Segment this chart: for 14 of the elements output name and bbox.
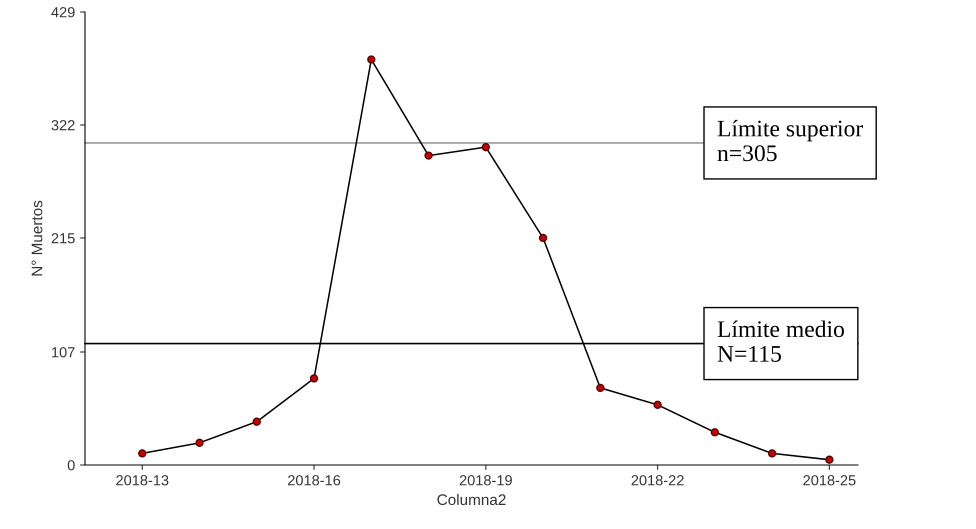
x-tick-label: 2018-22 <box>632 475 684 486</box>
y-axis-title: N° Muertos <box>32 200 42 276</box>
y-tick-label: 0 <box>68 460 75 470</box>
x-tick-label: 2018-19 <box>460 475 512 486</box>
x-tick-label: 2018-25 <box>803 475 856 486</box>
y-tick-label: 215 <box>52 233 75 244</box>
ref-line-label: Límite superior n=305 <box>718 120 864 162</box>
x-axis-title: Columna2 <box>437 494 506 506</box>
x-tick-label: 2018-13 <box>116 475 168 486</box>
y-tick-label: 107 <box>52 347 75 358</box>
y-tick-label: 322 <box>52 120 75 130</box>
x-tick-label: 2018-16 <box>288 475 340 486</box>
ref-line-label: Límite medio N=115 <box>718 320 844 362</box>
y-tick-label: 429 <box>51 7 75 18</box>
